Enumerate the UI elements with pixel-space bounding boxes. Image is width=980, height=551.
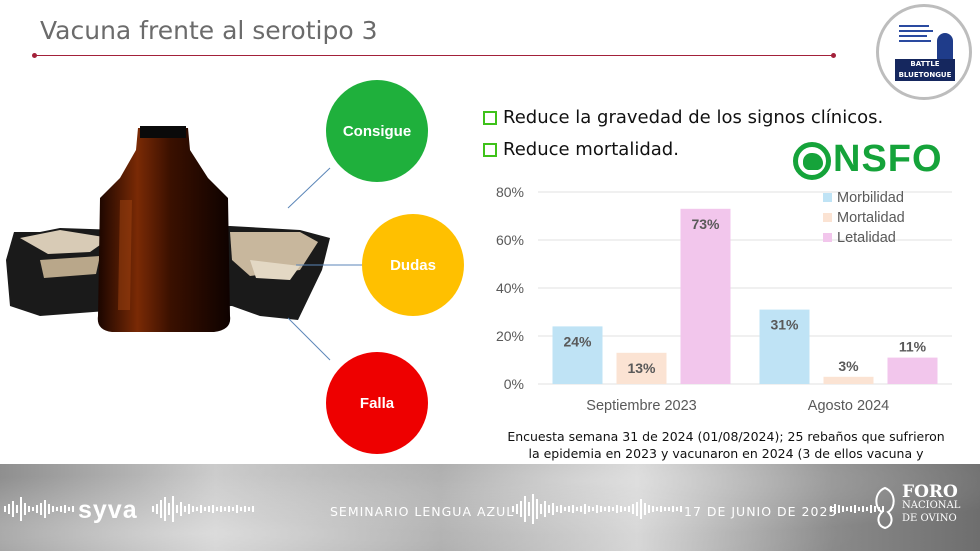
bar-chart: 0% 20% 40% 60% 80% 24% 13% 73% Septiembre 2023 31…: [496, 184, 952, 414]
audio-wave-icon: [4, 494, 74, 524]
foro-line-2: NACIONAL: [902, 500, 961, 511]
sheep-icon: [937, 33, 953, 63]
event-name: SEMINARIO LENGUA AZUL: [330, 504, 515, 519]
legend-label: Letalidad: [837, 230, 896, 246]
outcome-consigue: Consigue: [326, 80, 428, 182]
outcome-connectors: [287, 167, 362, 361]
outcome-falla: Falla: [326, 352, 428, 454]
legend-label: Mortalidad: [837, 210, 905, 226]
legend-swatch: [823, 213, 832, 222]
bar-letalidad: [887, 357, 938, 384]
bullet-item: Reduce la gravedad de los signos clínico…: [483, 107, 883, 128]
checkbox-icon: [483, 142, 497, 157]
y-tick-label: 0%: [504, 376, 524, 392]
event-date: 17 DE JUNIO DE 2025: [684, 504, 838, 519]
nsfo-logo-text: NSFO: [833, 138, 943, 180]
bar-morbilidad: [759, 309, 810, 384]
foro-line-1: FORO: [902, 482, 958, 502]
vaccine-bottle-image: [6, 126, 330, 332]
data-label: 3%: [838, 358, 859, 374]
battle-bluetongue-logo: BATTLE BLUETONGUE: [876, 4, 972, 100]
legend-label: Morbilidad: [837, 190, 904, 206]
slide-title: Vacuna frente al serotipo 3: [40, 16, 378, 45]
audio-wave-icon: [512, 494, 682, 524]
y-tick-label: 80%: [496, 184, 524, 200]
logo-line-2: BLUETONGUE: [898, 71, 952, 79]
logo-line-1: BATTLE: [910, 60, 940, 68]
y-tick-label: 40%: [496, 280, 524, 296]
bullet-text: Reduce la gravedad de los signos clínico…: [503, 107, 884, 128]
data-label: 13%: [627, 360, 656, 376]
footer-banner: syva SEMINARIO LENGUA AZUL 17 DE JUNIO D…: [0, 464, 980, 551]
bar-mortalidad: [616, 352, 667, 384]
data-label: 11%: [899, 339, 927, 355]
foro-nacional-ovino-logo: FORO NACIONAL DE OVINO: [902, 482, 961, 525]
data-label: 31%: [770, 317, 799, 333]
legend-swatch: [823, 233, 832, 242]
bar-morbilidad: [552, 326, 603, 384]
outcome-consigue-label: Consigue: [342, 122, 412, 140]
outcome-dudas-label: Dudas: [390, 256, 436, 274]
bullet-text: Reduce mortalidad.: [503, 139, 679, 160]
foro-line-3: DE OVINO: [902, 513, 957, 524]
ram-emblem-icon: [875, 486, 895, 530]
nsfo-logo: NSFO: [793, 138, 961, 186]
y-tick-label: 60%: [496, 232, 524, 248]
bar-mortalidad: [823, 376, 874, 384]
audio-wave-icon: [152, 494, 254, 524]
y-tick-label: 20%: [496, 328, 524, 344]
checkbox-icon: [483, 110, 497, 125]
bullet-item: Reduce mortalidad.: [483, 139, 679, 160]
sheep-head-icon: [793, 142, 831, 180]
x-category-label: Agosto 2024: [808, 398, 889, 414]
title-divider: [32, 53, 836, 58]
x-category-label: Septiembre 2023: [586, 398, 696, 414]
legend-swatch: [823, 193, 832, 202]
outcome-dudas: Dudas: [362, 214, 464, 316]
outcome-falla-label: Falla: [359, 394, 395, 412]
data-label: 24%: [563, 333, 592, 349]
syva-logo: syva: [78, 496, 138, 524]
bar-letalidad: [680, 208, 731, 384]
data-label: 73%: [691, 216, 720, 232]
